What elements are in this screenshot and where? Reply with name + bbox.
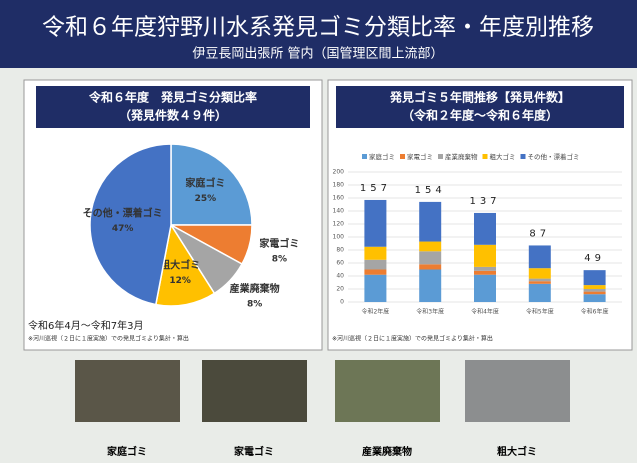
bar-subtitle: （令和２年度～令和６年度） bbox=[402, 108, 558, 123]
y-tick-label: 120 bbox=[333, 221, 345, 228]
bar-segment bbox=[583, 289, 606, 292]
y-tick-label: 80 bbox=[336, 247, 344, 254]
bar-segment bbox=[474, 212, 496, 245]
y-tick-label: 140 bbox=[333, 208, 345, 215]
page-title: 令和６年度狩野川水系発見ゴミ分類比率・年度別推移 bbox=[42, 15, 594, 41]
legend-label: 家庭ゴミ bbox=[369, 152, 395, 161]
pie-header bbox=[36, 86, 310, 128]
y-tick-label: 20 bbox=[336, 286, 344, 293]
total-label: 49 bbox=[584, 253, 605, 264]
legend-label: 産業廃棄物 bbox=[445, 152, 478, 161]
x-tick-label: 令和6年度 bbox=[581, 308, 609, 316]
header-band bbox=[0, 0, 637, 68]
photo-caption: 家庭ゴミ bbox=[107, 445, 147, 458]
bar-segment bbox=[474, 270, 496, 275]
legend-swatch bbox=[520, 154, 526, 159]
y-tick-label: 0 bbox=[340, 299, 344, 306]
bar-header bbox=[336, 86, 624, 128]
photo-caption: 産業廃棄物 bbox=[362, 445, 412, 458]
pie-value-label: 25% bbox=[195, 194, 217, 204]
bar-segment bbox=[419, 269, 442, 302]
total-label: 157 bbox=[360, 183, 391, 194]
bar-segment bbox=[528, 268, 551, 279]
pie-label: 家電ゴミ bbox=[259, 237, 299, 250]
pie-slice bbox=[154, 222, 216, 307]
pie-value-label: 47% bbox=[112, 224, 134, 234]
photo bbox=[335, 360, 440, 422]
y-tick-label: 180 bbox=[333, 182, 345, 189]
bar-segment bbox=[419, 241, 442, 252]
bar-segment bbox=[528, 278, 551, 282]
pie-title: 令和６年度 発見ゴミ分類比率 bbox=[88, 90, 257, 105]
y-tick-label: 200 bbox=[333, 169, 345, 176]
legend-swatch bbox=[482, 154, 488, 159]
x-tick-label: 令和4年度 bbox=[471, 308, 499, 316]
y-tick-label: 100 bbox=[333, 234, 345, 241]
photo-caption: 粗大ゴミ bbox=[497, 445, 537, 458]
legend-label: その他・漂着ゴミ bbox=[528, 152, 580, 161]
pie-slice bbox=[170, 143, 253, 226]
pie-slice bbox=[89, 143, 172, 306]
y-tick-label: 60 bbox=[336, 260, 344, 267]
pie-note: ※河川巡視（２日に１度実施）での発見ゴミより集計・算出 bbox=[28, 335, 189, 343]
bar-segment bbox=[583, 270, 606, 286]
bar-segment bbox=[583, 291, 606, 295]
pie-label: 産業廃棄物 bbox=[230, 282, 280, 295]
bar-title: 発見ゴミ５年間推移【発見件数】 bbox=[389, 90, 570, 105]
bar-segment bbox=[528, 245, 551, 269]
bar-segment bbox=[364, 269, 387, 275]
pie-period: 令和6年4月～令和7年3月 bbox=[28, 319, 143, 332]
legend-swatch bbox=[362, 154, 367, 159]
legend-swatch bbox=[400, 154, 405, 159]
pie-subtitle: （発見件数４９件） bbox=[119, 108, 227, 123]
legend-label: 家電ゴミ bbox=[407, 152, 433, 161]
bar-segment bbox=[528, 283, 551, 302]
legend-label: 粗大ゴミ bbox=[490, 152, 516, 161]
x-tick-label: 令和3年度 bbox=[416, 308, 444, 316]
pie-label: 家庭ゴミ bbox=[185, 177, 225, 190]
photo bbox=[465, 360, 570, 422]
photo-caption: 家電ゴミ bbox=[234, 445, 274, 458]
bar-segment bbox=[528, 281, 551, 284]
x-tick-label: 令和5年度 bbox=[526, 308, 554, 316]
bar-segment bbox=[583, 294, 606, 302]
photo bbox=[202, 360, 307, 422]
bar-segment bbox=[419, 201, 442, 242]
bar-segment bbox=[364, 199, 387, 247]
legend-swatch bbox=[438, 154, 443, 159]
pie-value-label: 12% bbox=[169, 276, 191, 286]
total-label: 154 bbox=[415, 185, 446, 196]
pie-value-label: 8% bbox=[272, 254, 287, 264]
page-subtitle: 伊豆長岡出張所 管内（国管理区間上流部） bbox=[192, 46, 443, 62]
pie-value-label: 8% bbox=[247, 299, 262, 309]
pie-label: その他・漂着ゴミ bbox=[83, 206, 163, 219]
x-tick-label: 令和2年度 bbox=[361, 308, 389, 316]
bar-segment bbox=[419, 251, 442, 265]
bar-segment bbox=[419, 264, 442, 270]
bar-segment bbox=[364, 246, 387, 260]
bar-segment bbox=[583, 285, 606, 289]
y-tick-label: 40 bbox=[336, 273, 344, 280]
pie-label: 粗大ゴミ bbox=[160, 259, 200, 272]
y-tick-label: 160 bbox=[333, 195, 345, 202]
total-label: 137 bbox=[469, 196, 500, 207]
bar-note: ※河川巡視（２日に１度実施）での発見ゴミより集計・算出 bbox=[332, 335, 493, 343]
total-label: 87 bbox=[529, 228, 550, 239]
bar-segment bbox=[364, 259, 387, 270]
bar-segment bbox=[364, 274, 387, 302]
photo bbox=[75, 360, 180, 422]
bar-segment bbox=[474, 274, 496, 302]
bar-segment bbox=[474, 266, 496, 271]
bar-segment bbox=[474, 244, 496, 267]
